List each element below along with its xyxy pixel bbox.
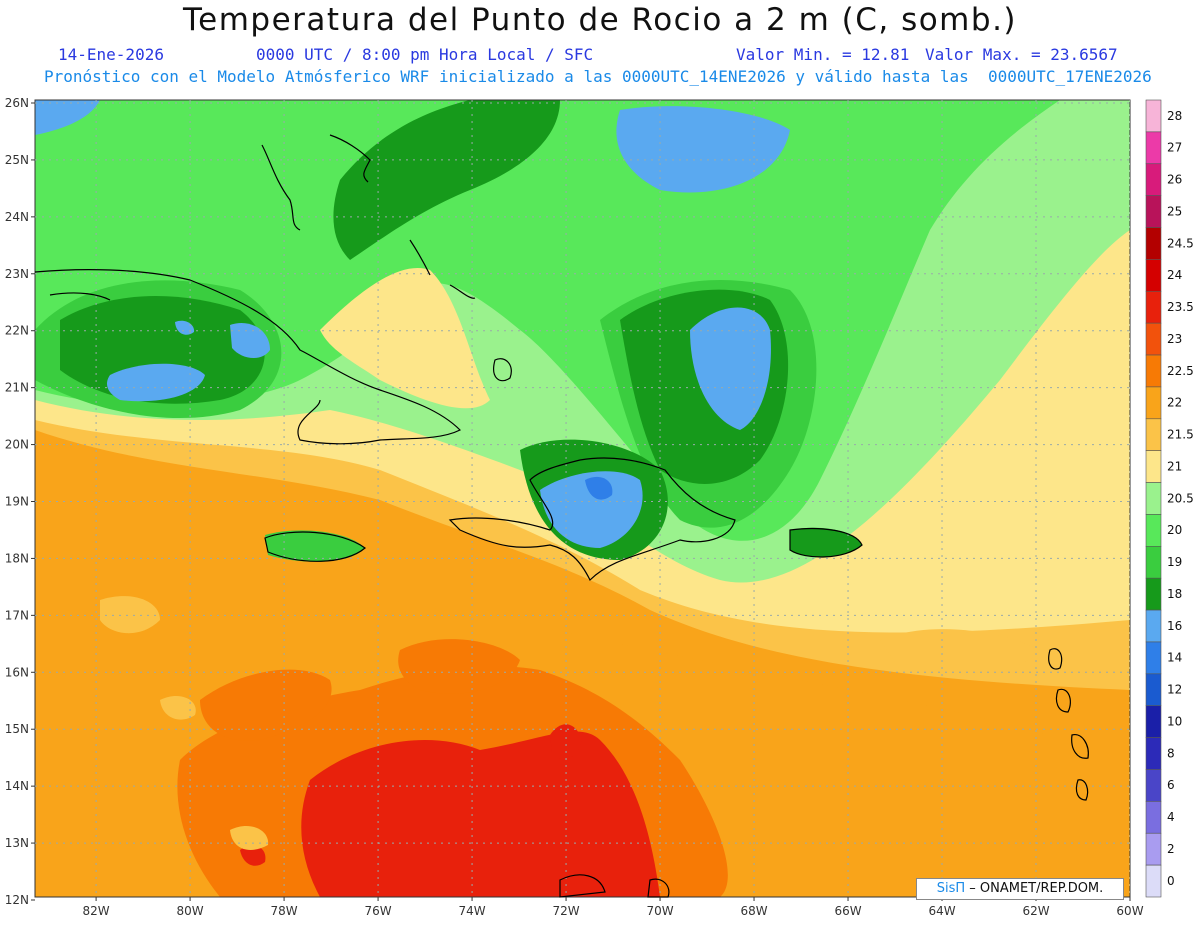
lon-tick-label: 66W [834, 904, 861, 918]
colorbar-swatch [1145, 259, 1162, 292]
lat-tick-label: 25N [5, 153, 29, 167]
lat-tick-label: 12N [5, 893, 29, 907]
colorbar-label: 18 [1167, 587, 1182, 601]
colorbar-label: 20 [1167, 523, 1182, 537]
colorbar-swatch [1145, 546, 1162, 579]
lon-tick-label: 80W [177, 904, 204, 918]
puerto-rico-coast [789, 527, 863, 558]
colorbar-label: 28 [1167, 109, 1182, 123]
colorbar-swatch [1145, 801, 1162, 834]
latitude-axis: 26N 25N 24N 23N 22N 21N 20N 19N 18N 17N 16N 15N 14N 1… [5, 96, 35, 907]
brand-logo: SisΠ [936, 881, 966, 896]
lat-tick-label: 17N [5, 608, 29, 622]
lat-tick-label: 23N [5, 267, 29, 281]
colorbar-swatch [1145, 386, 1162, 420]
lat-tick-label: 21N [5, 381, 29, 395]
colorbar-label: 22.5 [1167, 364, 1194, 378]
lat-tick-label: 14N [5, 779, 29, 793]
lon-tick-label: 76W [364, 904, 391, 918]
colorbar-label: 21 [1167, 459, 1182, 473]
colorbar-swatch [1145, 450, 1162, 483]
map-frame [34, 99, 1131, 898]
lon-tick-label: 82W [83, 904, 110, 918]
colorbar-swatch [1145, 99, 1162, 133]
lon-tick-label: 74W [458, 904, 485, 918]
colorbar-label: 16 [1167, 619, 1182, 633]
colorbar-swatch [1145, 514, 1162, 547]
colorbar-label: 6 [1167, 778, 1175, 792]
colorbar-label: 4 [1167, 810, 1175, 824]
hispaniola-coast [448, 457, 736, 582]
colorbar-label: 23 [1167, 332, 1182, 346]
lon-tick-label: 64W [928, 904, 955, 918]
model-description: Pronóstico con el Modelo Atmósferico WRF… [44, 67, 1152, 86]
colorbar-label: 27 [1167, 141, 1182, 155]
colorbar-swatch [1145, 864, 1162, 898]
forecast-time: 0000 UTC / 8:00 pm Hora Local / SFC [256, 45, 594, 64]
lon-tick-label: 62W [1022, 904, 1049, 918]
lon-tick-label: 70W [646, 904, 673, 918]
colorbar-label: 21.5 [1167, 428, 1194, 442]
longitude-axis: 82W 80W 78W 76W 74W 72W 70W 68W 66W 64W 62W 60W [83, 897, 1144, 918]
jamaica-coast [264, 531, 366, 562]
lat-tick-label: 26N [5, 96, 29, 110]
min-value: Valor Min. = 12.81 [736, 45, 910, 64]
colorbar-label: 14 [1167, 651, 1182, 665]
colorbar-swatch [1145, 163, 1162, 196]
lat-tick-label: 22N [5, 324, 29, 338]
forecast-date: 14-Ene-2026 [58, 45, 164, 64]
lon-tick-label: 78W [271, 904, 298, 918]
credit-org: – ONAMET/REP.DOM. [969, 881, 1104, 896]
colorbar-label: 0 [1167, 874, 1175, 888]
lat-tick-label: 13N [5, 836, 29, 850]
colorbar-swatch [1145, 609, 1162, 643]
colorbar-swatch [1145, 290, 1162, 324]
colorbar-label: 10 [1167, 714, 1182, 728]
colorbar-swatch [1145, 418, 1162, 451]
colorbar-swatch [1145, 482, 1162, 515]
lon-tick-label: 72W [552, 904, 579, 918]
colorbar-label: 25 [1167, 204, 1182, 218]
lat-tick-label: 20N [5, 438, 29, 452]
dewpoint-field [35, 100, 1130, 897]
colorbar-label: 20.5 [1167, 491, 1194, 505]
lat-tick-label: 24N [5, 210, 29, 224]
coastlines [34, 134, 1089, 898]
colorbar-swatch [1145, 354, 1162, 388]
colorbar-label: 24.5 [1167, 236, 1194, 250]
lat-tick-label: 15N [5, 722, 29, 736]
colorbar-swatch [1145, 641, 1162, 675]
colorbar-label: 8 [1167, 746, 1175, 760]
max-value: Valor Max. = 23.6567 [925, 45, 1118, 64]
lat-tick-label: 19N [5, 495, 29, 509]
colorbar-swatch [1145, 737, 1162, 770]
lon-tick-label: 68W [740, 904, 767, 918]
colorbar-swatch [1145, 322, 1162, 356]
colorbar-label: 22 [1167, 396, 1182, 410]
colorbar-swatch [1145, 705, 1162, 738]
colorbar: 2827262524.52423.52322.52221.52120.52019… [1145, 99, 1194, 898]
colorbar-swatch [1145, 577, 1162, 611]
colorbar-label: 26 [1167, 173, 1182, 187]
colorbar-swatch [1145, 227, 1162, 260]
colorbar-label: 2 [1167, 842, 1175, 856]
colorbar-swatch [1145, 769, 1162, 802]
lat-tick-label: 16N [5, 665, 29, 679]
colorbar-label: 12 [1167, 683, 1182, 697]
colorbar-swatch [1145, 673, 1162, 707]
credit-box: SisΠ – ONAMET/REP.DOM. [916, 878, 1124, 900]
colorbar-label: 24 [1167, 268, 1182, 282]
cuba-coast [34, 269, 462, 445]
colorbar-swatch [1145, 832, 1162, 866]
colorbar-label: 19 [1167, 555, 1182, 569]
lat-tick-label: 18N [5, 551, 29, 565]
map-title: Temperatura del Punto de Rocio a 2 m (C,… [182, 2, 1018, 38]
lon-tick-label: 60W [1116, 904, 1143, 918]
colorbar-swatch [1145, 131, 1162, 165]
colorbar-label: 23.5 [1167, 300, 1194, 314]
colorbar-swatch [1145, 195, 1162, 228]
